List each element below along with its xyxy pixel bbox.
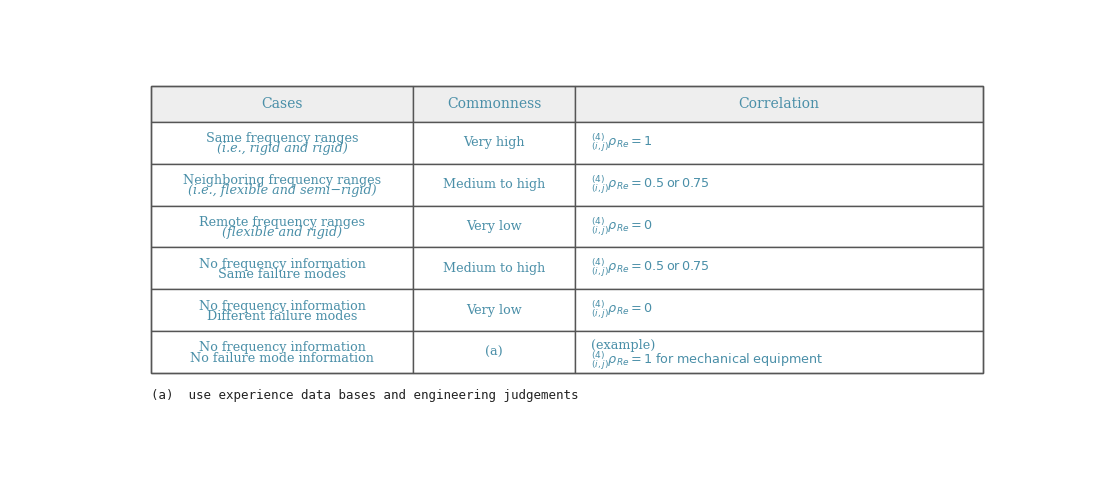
Text: Correlation: Correlation xyxy=(739,97,820,111)
Bar xyxy=(413,206,575,247)
Bar xyxy=(575,164,982,206)
Text: Different failure modes: Different failure modes xyxy=(207,310,357,323)
Bar xyxy=(152,164,413,206)
Text: Medium to high: Medium to high xyxy=(442,262,545,275)
Text: (i.e., flexible and semi−rigid): (i.e., flexible and semi−rigid) xyxy=(188,184,376,197)
Text: ${}^{(4)}_{(i,j)}\rho_{Re} = 1$: ${}^{(4)}_{(i,j)}\rho_{Re} = 1$ xyxy=(591,131,653,154)
Bar xyxy=(575,86,982,122)
Bar xyxy=(575,331,982,373)
Bar xyxy=(575,122,982,164)
Bar xyxy=(152,86,982,373)
Text: (flexible and rigid): (flexible and rigid) xyxy=(222,226,342,239)
Text: Commonness: Commonness xyxy=(447,97,541,111)
Bar xyxy=(152,86,413,122)
Text: ${}^{(4)}_{(i,j)}\rho_{Re} = 0.5\,\mathrm{or}\,0.75$: ${}^{(4)}_{(i,j)}\rho_{Re} = 0.5\,\mathr… xyxy=(591,173,709,196)
Text: Very low: Very low xyxy=(467,304,522,317)
Bar xyxy=(413,164,575,206)
Text: Same frequency ranges: Same frequency ranges xyxy=(206,132,358,145)
Text: (a)  use experience data bases and engineering judgements: (a) use experience data bases and engine… xyxy=(152,389,578,403)
Bar xyxy=(413,247,575,289)
Text: Very high: Very high xyxy=(463,136,525,149)
Bar xyxy=(152,247,413,289)
Bar xyxy=(152,206,413,247)
Text: Very low: Very low xyxy=(467,220,522,233)
Bar xyxy=(575,247,982,289)
Text: ${}^{(4)}_{(i,j)}\rho_{Re} = 1\;\mathrm{for\;mechanical\;equipment}$: ${}^{(4)}_{(i,j)}\rho_{Re} = 1\;\mathrm{… xyxy=(591,349,823,371)
Text: (example): (example) xyxy=(591,338,655,352)
Text: No frequency information: No frequency information xyxy=(199,299,365,313)
Bar xyxy=(413,331,575,373)
Bar xyxy=(575,206,982,247)
Bar xyxy=(413,86,575,122)
Bar xyxy=(413,122,575,164)
Bar xyxy=(413,289,575,331)
Text: No frequency information: No frequency information xyxy=(199,258,365,271)
Text: Remote frequency ranges: Remote frequency ranges xyxy=(199,216,365,229)
Text: Same failure modes: Same failure modes xyxy=(218,268,346,281)
Text: No frequency information: No frequency information xyxy=(199,341,365,355)
Text: Neighboring frequency ranges: Neighboring frequency ranges xyxy=(182,174,382,187)
Bar xyxy=(152,289,413,331)
Text: (i.e., rigid and rigid): (i.e., rigid and rigid) xyxy=(217,142,347,155)
Text: Medium to high: Medium to high xyxy=(442,178,545,191)
Text: Cases: Cases xyxy=(261,97,303,111)
Text: ${}^{(4)}_{(i,j)}\rho_{Re} = 0.5\,\mathrm{or}\,0.75$: ${}^{(4)}_{(i,j)}\rho_{Re} = 0.5\,\mathr… xyxy=(591,257,709,280)
Text: No failure mode information: No failure mode information xyxy=(190,352,374,365)
Text: (a): (a) xyxy=(486,346,503,359)
Text: ${}^{(4)}_{(i,j)}\rho_{Re} = 0$: ${}^{(4)}_{(i,j)}\rho_{Re} = 0$ xyxy=(591,215,653,238)
Bar xyxy=(575,289,982,331)
Bar xyxy=(152,331,413,373)
Bar xyxy=(152,122,413,164)
Text: ${}^{(4)}_{(i,j)}\rho_{Re} = 0$: ${}^{(4)}_{(i,j)}\rho_{Re} = 0$ xyxy=(591,299,653,322)
